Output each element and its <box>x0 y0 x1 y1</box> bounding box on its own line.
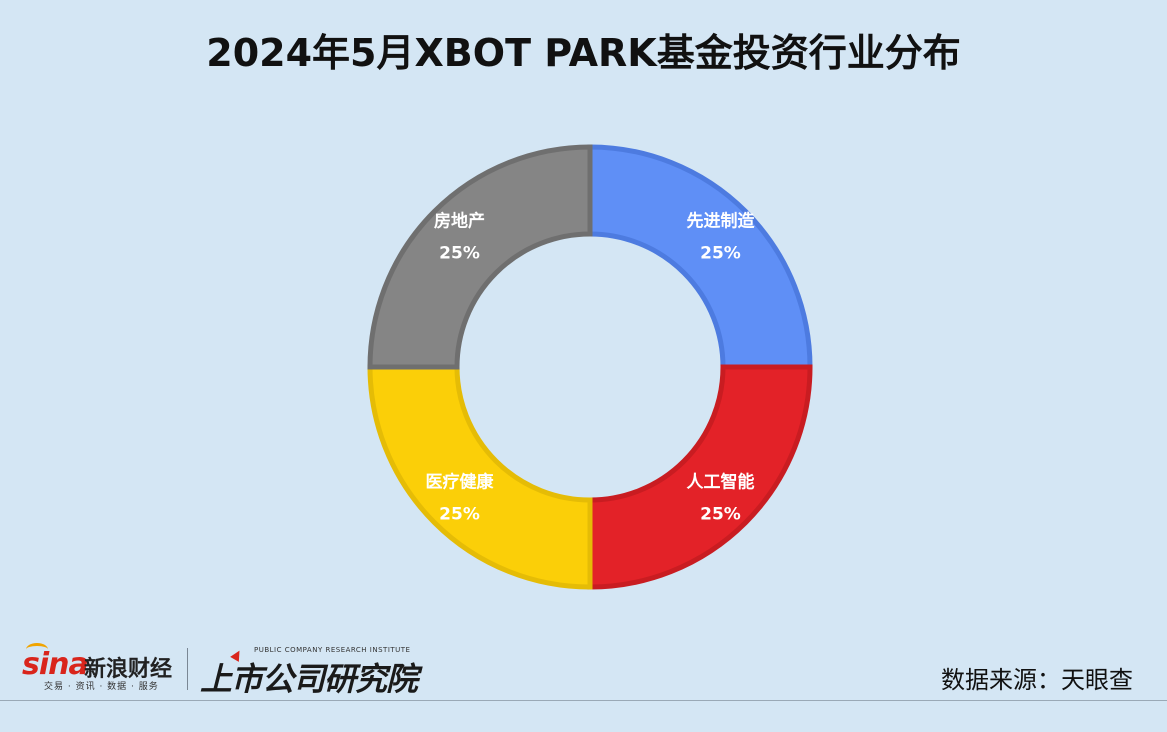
research-institute-english: PUBLIC COMPANY RESEARCH INSTITUTE <box>254 646 411 654</box>
sina-finance-logo: sina 新浪财经 交易 · 资讯 · 数据 · 服务 <box>22 643 182 693</box>
slice-2 <box>587 364 813 590</box>
slice-3 <box>367 364 593 590</box>
sina-wordmark: sina <box>22 647 89 682</box>
data-source: 数据来源：天眼查 <box>941 666 1133 694</box>
sina-finance-name: 新浪财经 <box>84 657 173 682</box>
slice-1 <box>587 144 813 370</box>
slice-value-label: 25% <box>700 244 741 264</box>
donut-slices <box>367 144 813 590</box>
chart-title: 2024年5月XBOT PARK基金投资行业分布 <box>206 31 961 75</box>
slice-4 <box>367 144 593 370</box>
sina-finance-tagline: 交易 · 资讯 · 数据 · 服务 <box>44 682 159 692</box>
sina-eye-icon <box>26 643 48 656</box>
slice-value-label: 25% <box>700 504 741 524</box>
slice-category-label: 人工智能 <box>686 471 754 492</box>
slice-value-label: 25% <box>439 504 480 524</box>
slice-category-label: 医疗健康 <box>426 471 495 492</box>
slice-category-label: 先进制造 <box>686 211 755 232</box>
donut-labels: 先进制造 25% 人工智能 25% 医疗健康 25% 房地产 25% <box>426 211 756 525</box>
logo-divider <box>187 648 188 690</box>
slice-category-label: 房地产 <box>434 211 485 232</box>
slice-value-label: 25% <box>439 244 480 264</box>
research-institute-logo: PUBLIC COMPANY RESEARCH INSTITUTE 上市公司研究… <box>198 642 428 698</box>
research-institute-name: 上市公司研究院 <box>200 660 418 698</box>
footer-divider <box>0 700 1167 701</box>
